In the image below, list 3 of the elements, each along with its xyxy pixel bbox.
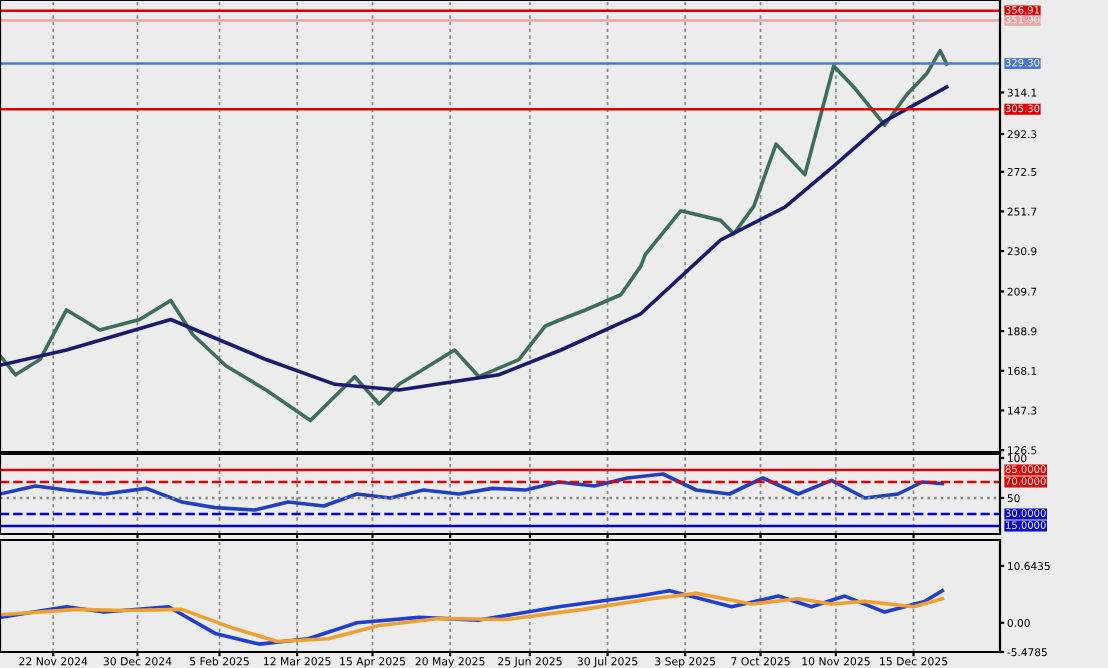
line-series (0, 85, 949, 392)
line-series (0, 472, 945, 512)
line-series (0, 48, 949, 423)
